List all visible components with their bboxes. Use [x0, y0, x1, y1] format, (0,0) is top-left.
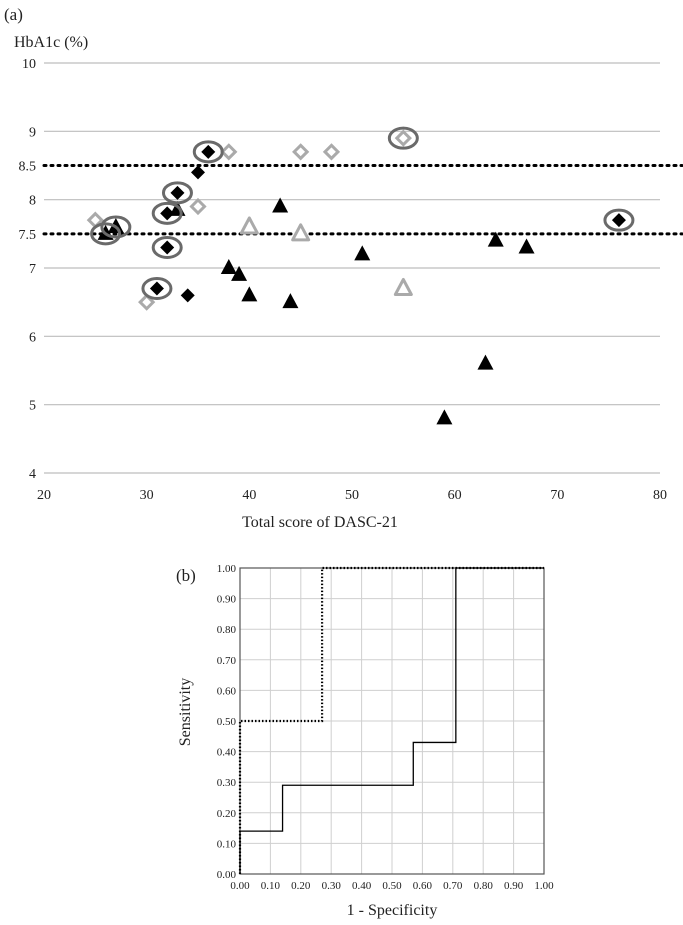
panel-a-y-axis-label: HbA1c (%) — [14, 34, 88, 51]
x-tick-label: 0.30 — [322, 880, 342, 892]
highlight-circle — [100, 215, 132, 239]
data-point-triangle-filled — [477, 354, 494, 370]
panel-b-x-axis-label: 1 - Specificity — [347, 902, 438, 919]
data-point-diamond-filled — [611, 213, 626, 228]
highlight-circle — [161, 181, 193, 205]
panel-b-gridlines — [239, 567, 545, 875]
y-tick-label: 0.40 — [217, 747, 237, 759]
panel-b-y-axis-label: Sensitivity — [177, 678, 194, 746]
data-point-triangle-open — [291, 223, 311, 242]
x-tick-label: 0.80 — [474, 880, 494, 892]
panel-a-circled-highlights — [90, 126, 635, 300]
data-point-diamond-open — [220, 143, 238, 161]
x-tick-label: 0.10 — [261, 880, 281, 892]
highlight-circle — [90, 222, 122, 246]
y-tick-label: 0.80 — [217, 624, 237, 636]
data-point-diamond-filled — [170, 185, 185, 200]
data-point-triangle-filled — [241, 286, 258, 302]
panel-b-roc-curves — [238, 566, 544, 874]
y-tick-label: 1.00 — [217, 563, 237, 575]
roc-curve-solid — [239, 567, 544, 874]
highlight-circle — [151, 236, 183, 259]
highlight-circle — [387, 126, 419, 150]
panel-a-y-tick-labels: 4 5 6 7 7.5 8 8.5 9 10 — [19, 57, 37, 482]
y-tick-label: 7.5 — [19, 228, 37, 243]
data-point-triangle-filled — [518, 238, 535, 254]
x-tick-label: 0.20 — [291, 880, 311, 892]
y-tick-label: 0.70 — [217, 655, 237, 667]
x-tick-label: 1.00 — [534, 880, 554, 892]
panel-a-markers — [86, 129, 626, 425]
x-tick-label: 0.00 — [230, 880, 250, 892]
y-tick-label: 10 — [22, 57, 36, 72]
panel-a-reference-lines — [42, 164, 683, 236]
data-point-diamond-filled — [191, 165, 205, 180]
panel-b-x-tick-labels: 0.00 0.10 0.20 0.30 0.40 0.50 0.60 0.70 0.80 0.90… — [230, 880, 554, 892]
y-tick-label: 0.60 — [217, 685, 237, 697]
panel-b-label: (b) — [176, 566, 196, 585]
data-point-triangle-filled — [487, 231, 504, 247]
highlight-circle — [603, 208, 635, 232]
x-tick-label: 20 — [37, 488, 51, 503]
data-point-diamond-open — [138, 293, 156, 311]
y-tick-label: 6 — [29, 330, 36, 345]
data-point-diamond-filled — [149, 281, 164, 296]
data-point-triangle-filled — [231, 265, 248, 281]
highlight-circle — [141, 277, 173, 300]
y-tick-label: 7 — [29, 262, 36, 277]
y-tick-label: 5 — [29, 399, 36, 414]
y-tick-label: 4 — [29, 467, 36, 482]
data-point-triangle-open — [239, 216, 259, 235]
data-point-triangle-filled — [272, 197, 289, 213]
data-point-diamond-filled — [180, 288, 195, 303]
data-point-triangle-open — [393, 278, 413, 296]
data-point-diamond-filled — [160, 240, 175, 255]
data-point-diamond-open — [394, 129, 412, 147]
x-tick-label: 80 — [653, 488, 667, 503]
x-tick-label: 70 — [550, 488, 564, 503]
x-tick-label: 40 — [242, 488, 256, 503]
data-point-diamond-filled — [160, 206, 175, 221]
scatter-panel-a: (a) HbA1c (%) 4 5 6 7 7.5 8 8.5 9 10 20 30 40 50 60 7… — [4, 5, 683, 531]
panel-b-frame — [239, 567, 545, 875]
x-tick-label: 60 — [448, 488, 462, 503]
highlight-circle — [192, 140, 224, 164]
data-point-diamond-open — [292, 143, 310, 161]
roc-panel-b: (b) 0.00 0.10 0.20 0.30 0.40 0.50 0.60 0.70 0.80… — [176, 563, 554, 919]
y-tick-label: 0.20 — [217, 808, 237, 820]
y-tick-label: 8.5 — [19, 160, 37, 175]
y-tick-label: 9 — [29, 125, 36, 140]
y-tick-label: 8 — [29, 194, 36, 209]
y-tick-label: 0.00 — [217, 869, 237, 881]
x-tick-label: 0.40 — [352, 880, 372, 892]
y-tick-label: 0.50 — [217, 716, 237, 728]
panel-a-x-axis-label: Total score of DASC-21 — [242, 514, 398, 531]
panel-a-label: (a) — [4, 5, 23, 24]
x-tick-label: 0.60 — [413, 880, 433, 892]
roc-curve-dotted — [238, 566, 544, 874]
x-tick-label: 30 — [140, 488, 154, 503]
data-point-triangle-filled — [282, 293, 299, 309]
y-tick-label: 0.90 — [217, 594, 237, 606]
data-point-diamond-filled — [201, 144, 216, 159]
panel-a-x-tick-labels: 20 30 40 50 60 70 80 — [37, 488, 667, 503]
x-tick-label: 0.90 — [504, 880, 524, 892]
highlight-circle — [151, 201, 183, 225]
data-point-triangle-filled — [436, 409, 453, 425]
y-tick-label: 0.10 — [217, 838, 237, 850]
x-tick-label: 0.50 — [382, 880, 402, 892]
data-point-triangle-filled — [354, 245, 371, 261]
panel-b-y-tick-labels: 0.00 0.10 0.20 0.30 0.40 0.50 0.60 0.70 0.80 0.90… — [217, 563, 237, 881]
panel-a-gridlines — [44, 62, 660, 474]
data-point-diamond-open — [322, 143, 341, 161]
x-tick-label: 50 — [345, 488, 359, 503]
data-point-triangle-filled — [220, 259, 237, 274]
x-tick-label: 0.70 — [443, 880, 463, 892]
y-tick-label: 0.30 — [217, 777, 237, 789]
plot-frame — [239, 567, 545, 875]
data-point-diamond-open — [189, 197, 207, 216]
